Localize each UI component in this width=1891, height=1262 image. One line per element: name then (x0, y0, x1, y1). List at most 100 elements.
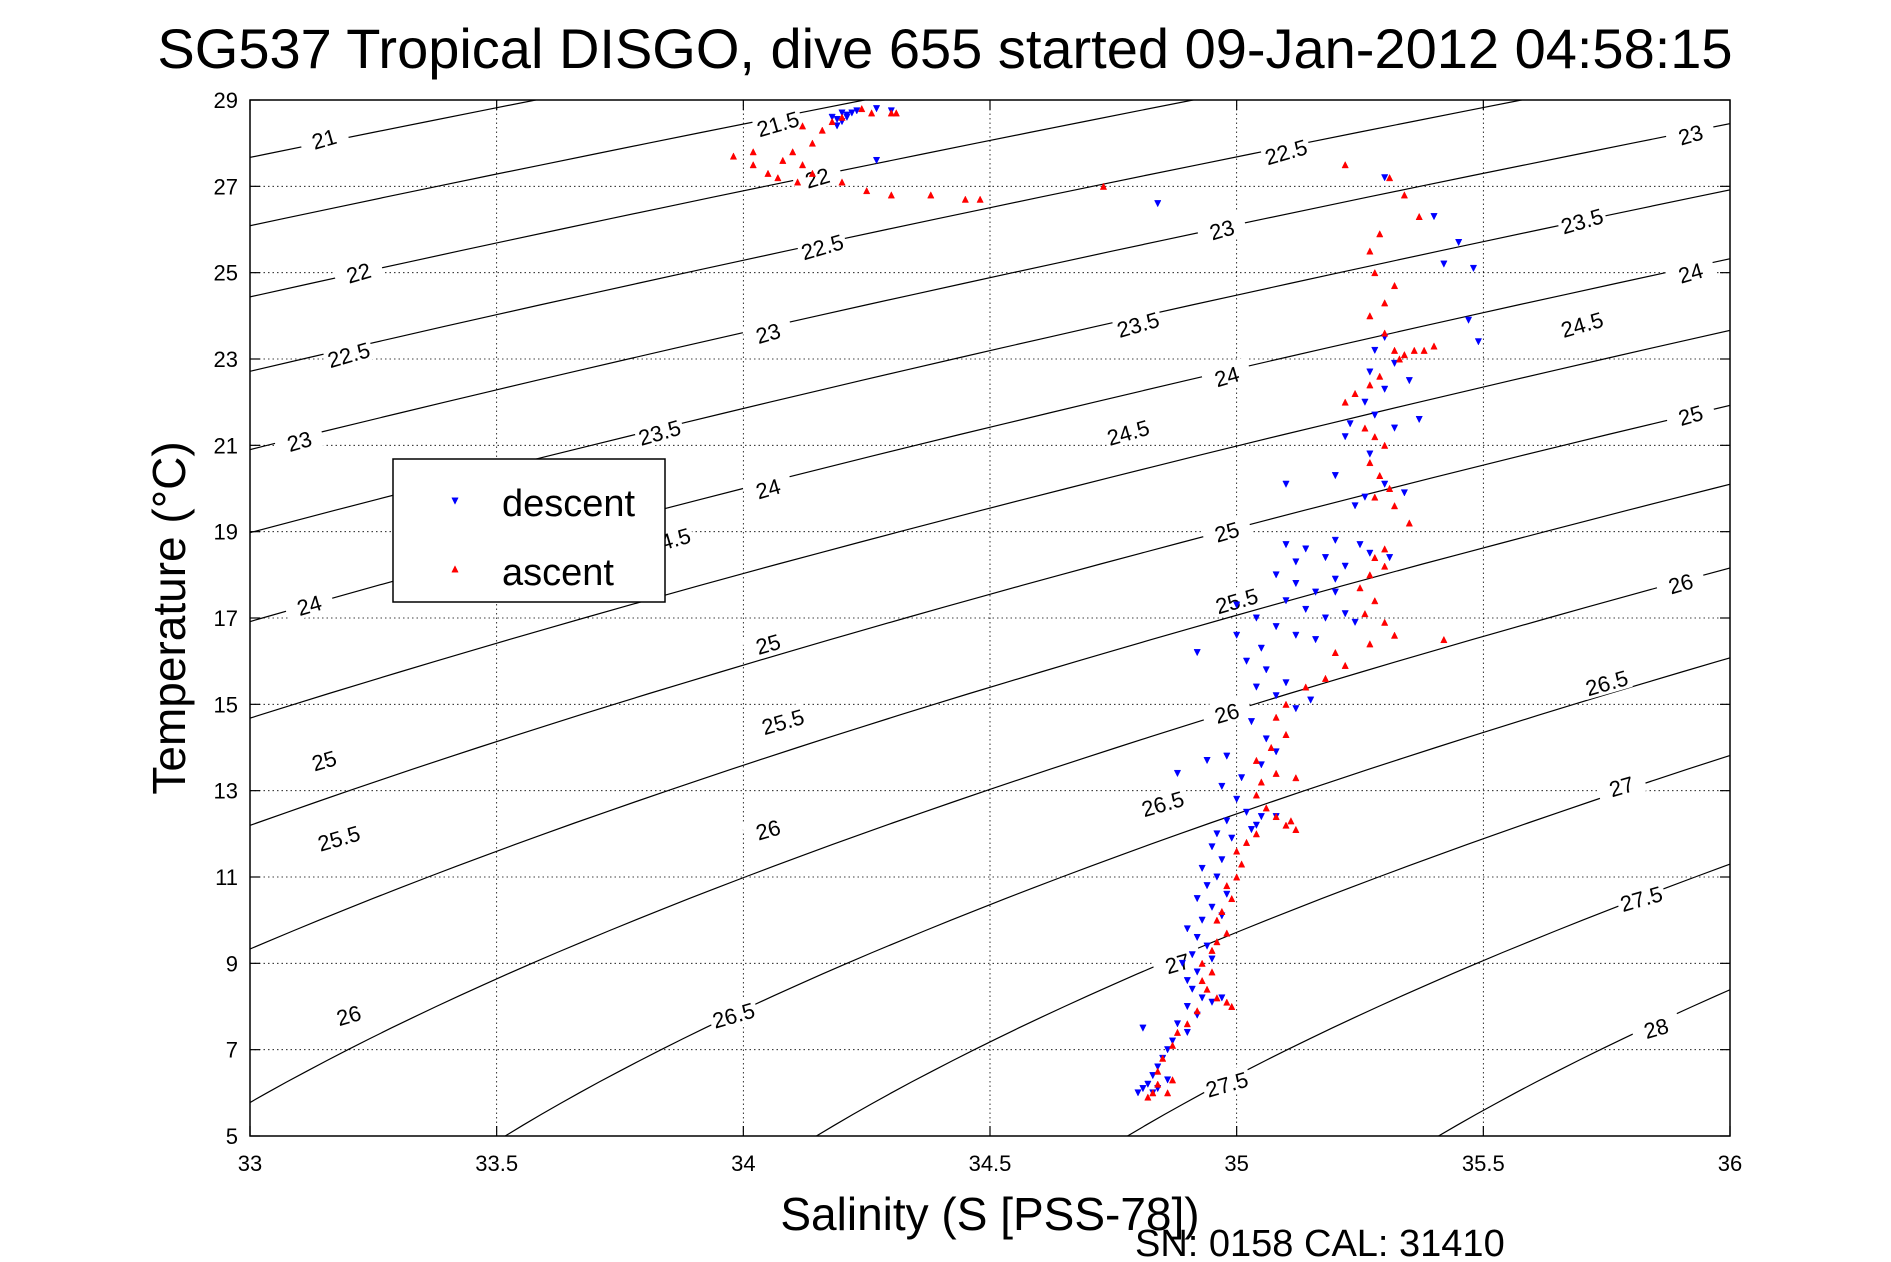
contour-label: 22.5 (322, 335, 375, 373)
ascent-point (1233, 873, 1241, 881)
contour-label-bg (1580, 663, 1633, 700)
ascent-point (1223, 998, 1231, 1006)
descent-point (1464, 316, 1473, 324)
descent-point (1139, 1085, 1147, 1093)
contour-label: 24 (741, 469, 795, 506)
ascent-point (867, 109, 876, 117)
descent-point (1307, 696, 1315, 704)
contour-label: 25 (1200, 512, 1253, 549)
ascent-point (793, 178, 802, 186)
descent-point (1331, 575, 1339, 583)
descent-point (1341, 433, 1349, 441)
ascent-point (1366, 312, 1374, 320)
ascent-point (1218, 907, 1226, 915)
descent-point (1134, 1089, 1142, 1097)
contour-label: 27 (1594, 767, 1648, 804)
ascent-point (1381, 329, 1389, 337)
ascent-point (1361, 424, 1369, 432)
y-tick-label: 9 (226, 951, 238, 976)
contour-label: 25 (297, 741, 351, 778)
contour-label-bg (741, 469, 795, 506)
ascent-point (1366, 571, 1374, 579)
ascent-point (1292, 825, 1300, 833)
contour-line (250, 123, 1730, 451)
grid (250, 100, 1730, 1136)
ascent-point (1400, 191, 1409, 199)
descent-point (1361, 493, 1369, 501)
contour-label-bg (272, 421, 326, 459)
contour-label: 22.5 (795, 227, 849, 265)
contour-label: 22 (790, 158, 844, 195)
descent-point (1469, 264, 1478, 273)
ascent-point (1381, 441, 1389, 449)
chart-title: SG537 Tropical DISGO, dive 655 started 0… (157, 17, 1732, 80)
contour-label-bg (1614, 879, 1668, 916)
ascent-point (1272, 713, 1280, 721)
footer-serial: SN: 0158 CAL: 31410 (1135, 1223, 1505, 1262)
ascent-point (1371, 596, 1379, 605)
ascent-point (1366, 247, 1374, 255)
contour-label-bg (1200, 1065, 1253, 1102)
y-tick-label: 7 (226, 1038, 238, 1063)
contour-label: 25.5 (756, 702, 809, 740)
descent-point (1168, 1037, 1177, 1045)
ascent-point (774, 173, 782, 182)
descent-point (1154, 200, 1162, 208)
descent-point (1149, 1072, 1157, 1080)
contour-label: 25.5 (312, 819, 365, 857)
contour-label: 27.5 (1200, 1065, 1253, 1103)
contour-label-bg (1663, 253, 1717, 290)
ascent-point (1287, 817, 1295, 825)
ascent-point (1213, 916, 1221, 924)
descent-point (1203, 757, 1211, 765)
descent-point (1163, 1076, 1172, 1084)
contour-label-bg (1101, 413, 1155, 450)
y-tick-label: 19 (214, 520, 238, 545)
descent-point (1193, 895, 1201, 903)
contour-label: 24 (282, 585, 336, 623)
ascent-point (1381, 562, 1389, 570)
contour-label: 23 (741, 313, 795, 351)
descent-point (1341, 562, 1349, 570)
ascent-point (887, 109, 895, 117)
ascent-point (1173, 1028, 1182, 1036)
contour-label-text: 23.5 (636, 415, 684, 451)
ascent-point (1159, 1054, 1167, 1062)
contour-line (250, 100, 1197, 298)
ascent-point (1341, 398, 1349, 406)
contour-label-bg (322, 996, 375, 1033)
ascent-point (1366, 381, 1374, 389)
descent-point (1282, 480, 1290, 488)
descent-point (1208, 843, 1216, 851)
contour-line (1126, 863, 1730, 1136)
contour-label-bg (1195, 210, 1248, 247)
descent-point (1183, 1003, 1191, 1011)
contour-label-bg (790, 158, 844, 195)
descent-point (848, 109, 856, 117)
descent-point (1272, 571, 1280, 579)
contour-label-bg (1200, 693, 1253, 731)
contour-label: 27.5 (1614, 879, 1668, 917)
contour-label: 27 (1150, 944, 1204, 981)
ascent-point (729, 152, 738, 160)
ascent-point (1183, 1020, 1191, 1028)
ascent-point (1252, 830, 1261, 838)
ascent-point (764, 169, 772, 177)
descent-point (1213, 873, 1221, 881)
x-tick-label: 34.5 (969, 1151, 1012, 1176)
descent-point (1178, 959, 1187, 968)
y-tick-label: 17 (214, 606, 238, 631)
descent-point (1154, 1063, 1162, 1071)
descent-point (1223, 890, 1231, 899)
ascent-point (1282, 700, 1290, 708)
ascent-point (1341, 661, 1349, 669)
ascent-point (1257, 778, 1265, 786)
contour-label: 26 (1200, 693, 1253, 731)
contour-label-text: 27.5 (1203, 1067, 1251, 1103)
descent-point (1252, 683, 1261, 691)
ascent-point (1252, 791, 1261, 799)
legend-ascent-label: ascent (502, 552, 614, 594)
contour-label-bg (741, 313, 795, 351)
descent-point (1218, 994, 1226, 1002)
